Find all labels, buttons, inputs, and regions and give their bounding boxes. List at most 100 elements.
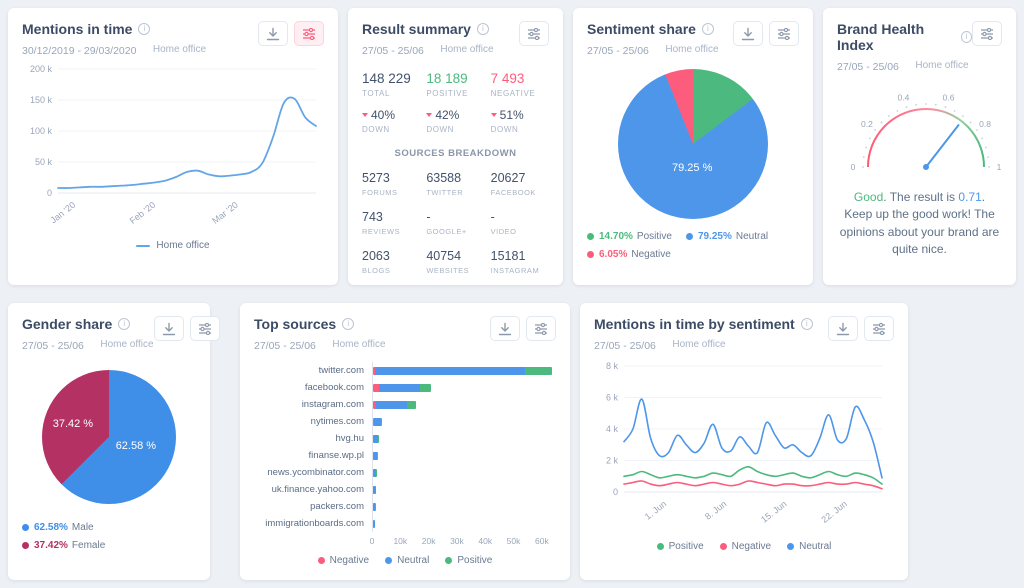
info-icon[interactable]	[701, 23, 714, 35]
sentiment-pie-chart: 79.25 %	[618, 69, 768, 219]
download-button[interactable]	[733, 21, 763, 46]
line-series-negative	[623, 480, 883, 490]
info-icon[interactable]	[476, 23, 489, 35]
settings-button[interactable]	[526, 316, 556, 341]
date-range: 27/05 - 25/06	[594, 340, 656, 352]
gauge-arc	[867, 108, 985, 168]
legend-dot	[719, 543, 727, 550]
settings-button[interactable]	[189, 316, 220, 341]
source-link[interactable]: news.ycombinator.com	[267, 467, 364, 478]
source-link[interactable]: immigrationboards.com	[265, 518, 364, 529]
legend-dot	[22, 524, 29, 531]
bar-segment-neutral	[373, 519, 376, 528]
gauge-tick	[987, 156, 990, 159]
source-link[interactable]: finanse.wp.pl	[308, 450, 364, 461]
project-label: Home office	[100, 339, 154, 350]
sources-breakdown-title: SOURCES BREAKDOWN	[394, 148, 517, 159]
card-title: Gender share	[22, 316, 113, 332]
settings-button[interactable]	[519, 21, 549, 46]
sentiment-legend: 14.70% Positive 79.25% Neutral 6.05% Neg…	[587, 231, 799, 260]
source-link[interactable]: nytimes.com	[310, 416, 364, 427]
pie-slice-label: 37.42 %	[52, 418, 94, 431]
legend-dot	[656, 543, 664, 550]
x-axis-tick-label: Feb '20	[128, 200, 158, 226]
stacked-bar	[373, 519, 376, 528]
breakdown-cell: 743 REVIEWS	[362, 210, 401, 236]
source-link[interactable]: hvg.hu	[335, 433, 364, 444]
breakdown-cell: 15181 INSTAGRAM	[490, 249, 540, 275]
bar-segment-positive	[525, 366, 553, 375]
down-arrow-icon	[426, 113, 433, 117]
gauge-tick	[865, 146, 867, 149]
bar-segment-positive	[380, 417, 382, 426]
info-icon[interactable]	[138, 23, 151, 35]
x-axis-tick-label: 30k	[450, 536, 464, 546]
bar-segment-neutral	[373, 451, 378, 460]
bar-segment-positive	[378, 434, 380, 443]
date-range: 27/05 - 25/06	[587, 45, 649, 57]
by-sentiment-legend: Positive Negative Neutral	[594, 541, 894, 552]
x-axis-tick-label: 22. Jun	[819, 499, 848, 525]
gauge-tick	[925, 103, 927, 105]
gauge-tick	[862, 156, 865, 159]
sentiment-line-chart: 8 k 6 k 4 k 2 k 0 1. Jun 8. Jun 15. Jun 22. Jun	[594, 356, 894, 545]
source-link[interactable]: instagram.com	[301, 399, 364, 410]
result-summary-card: Result summary 27/05 - 25/06 Home office	[348, 8, 563, 285]
date-range: 27/05 - 25/06	[362, 45, 424, 57]
source-link[interactable]: uk.finance.yahoo.com	[271, 484, 364, 495]
gauge-tick	[969, 121, 972, 124]
settings-button[interactable]	[972, 21, 1002, 46]
legend-dot	[22, 542, 29, 549]
x-axis-tick-label: 20k	[421, 536, 436, 546]
gauge-tick	[953, 109, 956, 112]
breakdown-cell: 63588 TWITTER	[426, 171, 464, 197]
summary-trends: 40% DOWN 42% DOWN 51% DOWN	[362, 108, 549, 134]
legend-dot	[685, 233, 693, 240]
trend-negative: 51% DOWN	[490, 108, 524, 134]
settings-button[interactable]	[294, 21, 324, 46]
legend-line-swatch	[136, 244, 151, 247]
legend-dot	[445, 557, 453, 564]
x-axis-tick-label: 60k	[534, 536, 549, 546]
mentions-by-sentiment-card: Mentions in time by sentiment 27/05 - 25…	[580, 303, 908, 580]
bar-segment-neutral	[373, 417, 381, 426]
source-row: hvg.hu	[254, 430, 556, 447]
source-link[interactable]: packers.com	[310, 501, 364, 512]
download-button[interactable]	[828, 316, 858, 341]
health-score: 0.71	[958, 190, 982, 204]
source-link[interactable]: twitter.com	[318, 365, 364, 376]
download-icon	[741, 27, 755, 40]
gauge-tick	[988, 166, 990, 168]
x-axis: 0 10k 20k 30k 40k 50k 60k	[370, 534, 556, 549]
settings-button[interactable]	[769, 21, 799, 46]
project-label: Home office	[665, 44, 719, 55]
source-row: immigrationboards.com	[254, 515, 556, 532]
gauge-pivot	[923, 164, 929, 170]
settings-button[interactable]	[864, 316, 894, 341]
gauge-svg: 0 0.2 0.4 0.6 0.8 1	[851, 93, 1002, 172]
source-link[interactable]: facebook.com	[304, 382, 364, 393]
info-icon[interactable]	[342, 318, 355, 330]
legend-dot	[587, 251, 594, 258]
info-icon[interactable]	[960, 31, 972, 43]
gauge-tick-label: 0.6	[943, 93, 955, 103]
download-icon	[836, 322, 850, 335]
brand-health-gauge: 0 0.2 0.4 0.6 0.8 1	[837, 77, 1002, 183]
download-button[interactable]	[258, 21, 288, 46]
legend-label: Home office	[156, 240, 210, 251]
y-axis-tick-label: 100 k	[30, 126, 53, 136]
top-sources-card: Top sources 27/05 - 25/06 Home office	[240, 303, 570, 580]
legend-dot	[787, 543, 795, 550]
y-axis-tick-label: 6 k	[606, 393, 619, 403]
sources-breakdown-grid: 5273 FORUMS 63588 TWITTER 20627 FACEBOOK 74…	[362, 171, 549, 275]
x-axis-tick-label: 8. Jun	[703, 499, 728, 522]
download-button[interactable]	[490, 316, 520, 341]
sliders-icon	[535, 322, 547, 335]
info-icon[interactable]	[800, 318, 813, 330]
download-button[interactable]	[153, 316, 184, 341]
bar-area	[372, 464, 556, 481]
info-icon[interactable]	[118, 318, 131, 330]
bar-area	[372, 430, 556, 447]
download-icon	[162, 322, 175, 335]
